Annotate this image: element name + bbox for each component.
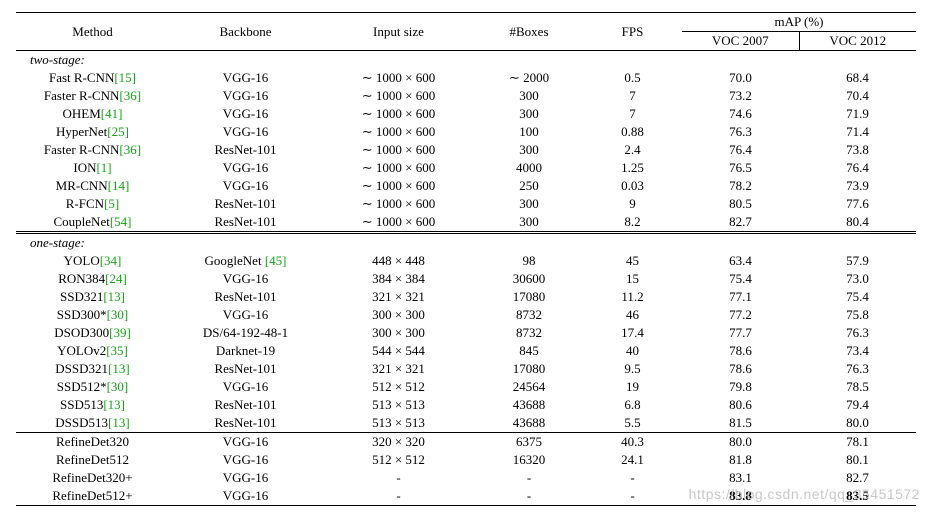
cell-method: RefineDet512+ — [16, 487, 169, 506]
table-row: YOLO[34] GoogleNet [45] 448 × 448984563.… — [16, 252, 916, 270]
ref-link[interactable]: [24] — [105, 271, 127, 286]
table-row: OHEM[41] VGG-16∼ 1000 × 600300774.671.9 — [16, 105, 916, 123]
cell-method: SSD300*[30] — [16, 306, 169, 324]
cell-method: SSD512*[30] — [16, 378, 169, 396]
cell-method: OHEM[41] — [16, 105, 169, 123]
cell-method: CoupleNet[54] — [16, 213, 169, 233]
table-row: DSSD321[13] ResNet-101321 × 321170809.57… — [16, 360, 916, 378]
table-row: SSD300*[30] VGG-16300 × 30087324677.275.… — [16, 306, 916, 324]
cell-method: Faster R-CNN[36] — [16, 141, 169, 159]
col-voc12: VOC 2012 — [799, 32, 916, 51]
ref-link[interactable]: [30] — [107, 379, 129, 394]
table-row: ION[1] VGG-16∼ 1000 × 60040001.2576.576.… — [16, 159, 916, 177]
ref-link[interactable]: [41] — [101, 106, 123, 121]
cell-input: ∼ 1000 × 600 — [322, 69, 475, 87]
results-table: Method Backbone Input size #Boxes FPS mA… — [16, 12, 916, 506]
ref-link[interactable]: [13] — [108, 415, 130, 430]
ref-link[interactable]: [45] — [265, 253, 287, 268]
table-row: YOLOv2[35] Darknet-19544 × 5448454078.67… — [16, 342, 916, 360]
cell-backbone: VGG-16 — [169, 69, 322, 87]
cell-method: DSOD300[39] — [16, 324, 169, 342]
cell-fps: 0.5 — [583, 69, 682, 87]
ref-link[interactable]: [54] — [110, 214, 132, 229]
col-voc07: VOC 2007 — [682, 32, 799, 51]
ref-link[interactable]: [30] — [107, 307, 129, 322]
col-backbone: Backbone — [169, 13, 322, 51]
table-row: RefineDet320 VGG-16320 × 320637540.380.0… — [16, 433, 916, 452]
table-row: CoupleNet[54] ResNet-101∼ 1000 × 6003008… — [16, 213, 916, 233]
ref-link[interactable]: [13] — [103, 289, 125, 304]
ref-link[interactable]: [39] — [109, 325, 131, 340]
table-row: SSD321[13] ResNet-101321 × 3211708011.27… — [16, 288, 916, 306]
table-row: R-FCN[5] ResNet-101∼ 1000 × 600300980.57… — [16, 195, 916, 213]
cell-method: ION[1] — [16, 159, 169, 177]
col-boxes: #Boxes — [475, 13, 583, 51]
ref-link[interactable]: [36] — [119, 88, 141, 103]
ref-link[interactable]: [35] — [106, 343, 128, 358]
ref-link[interactable]: [13] — [103, 397, 125, 412]
table-row: RON384[24] VGG-16384 × 384306001575.473.… — [16, 270, 916, 288]
cell-method: SSD513[13] — [16, 396, 169, 414]
table-row: RefineDet512 VGG-16512 × 5121632024.181.… — [16, 451, 916, 469]
col-input: Input size — [322, 13, 475, 51]
cell-method: SSD321[13] — [16, 288, 169, 306]
table-row: Fast R-CNN[15] VGG-16 ∼ 1000 × 600 ∼ 200… — [16, 69, 916, 87]
cell-method: MR-CNN[14] — [16, 177, 169, 195]
cell-method: RON384[24] — [16, 270, 169, 288]
ref-link[interactable]: [36] — [119, 142, 141, 157]
table-row: SSD513[13] ResNet-101513 × 513436886.880… — [16, 396, 916, 414]
cell-method: R-FCN[5] — [16, 195, 169, 213]
cell-method: HyperNet[25] — [16, 123, 169, 141]
section-one-stage: one-stage: — [16, 233, 916, 253]
table-row: DSOD300[39] DS/64-192-48-1300 × 30087321… — [16, 324, 916, 342]
col-fps: FPS — [583, 13, 682, 51]
table-row: SSD512*[30] VGG-16512 × 512245641979.878… — [16, 378, 916, 396]
ref-link[interactable]: [34] — [100, 253, 122, 268]
cell-voc07: 70.0 — [682, 69, 799, 87]
section-two-stage: two-stage: — [16, 51, 916, 70]
cell-backbone: GoogleNet [45] — [169, 252, 322, 270]
cell-boxes: ∼ 2000 — [475, 69, 583, 87]
ref-link[interactable]: [13] — [108, 361, 130, 376]
cell-method: RefineDet320 — [16, 433, 169, 452]
table-row: Faster R-CNN[36] ResNet-101∼ 1000 × 6003… — [16, 141, 916, 159]
cell-method: DSSD321[13] — [16, 360, 169, 378]
ref-link[interactable]: [14] — [108, 178, 130, 193]
cell-method: DSSD513[13] — [16, 414, 169, 433]
col-method: Method — [16, 13, 169, 51]
table-row: RefineDet512+ VGG-16---83.883.5 — [16, 487, 916, 506]
ref-link[interactable]: [5] — [104, 196, 119, 211]
table-row: MR-CNN[14] VGG-16∼ 1000 × 6002500.0378.2… — [16, 177, 916, 195]
table-row: RefineDet320+ VGG-16---83.182.7 — [16, 469, 916, 487]
cell-method: Faster R-CNN[36] — [16, 87, 169, 105]
cell-voc12: 68.4 — [799, 69, 916, 87]
col-map-group: mAP (%) — [682, 13, 916, 32]
cell-method: YOLO[34] — [16, 252, 169, 270]
table-row: Faster R-CNN[36] VGG-16∼ 1000 × 60030077… — [16, 87, 916, 105]
cell-method: RefineDet512 — [16, 451, 169, 469]
cell-method: RefineDet320+ — [16, 469, 169, 487]
cell-method: YOLOv2[35] — [16, 342, 169, 360]
table-row: HyperNet[25] VGG-16∼ 1000 × 6001000.8876… — [16, 123, 916, 141]
ref-link[interactable]: [15] — [114, 70, 136, 85]
table-row: DSSD513[13] ResNet-101513 × 513436885.58… — [16, 414, 916, 433]
cell-method: Fast R-CNN[15] — [16, 69, 169, 87]
ref-link[interactable]: [25] — [107, 124, 129, 139]
ref-link[interactable]: [1] — [96, 160, 111, 175]
